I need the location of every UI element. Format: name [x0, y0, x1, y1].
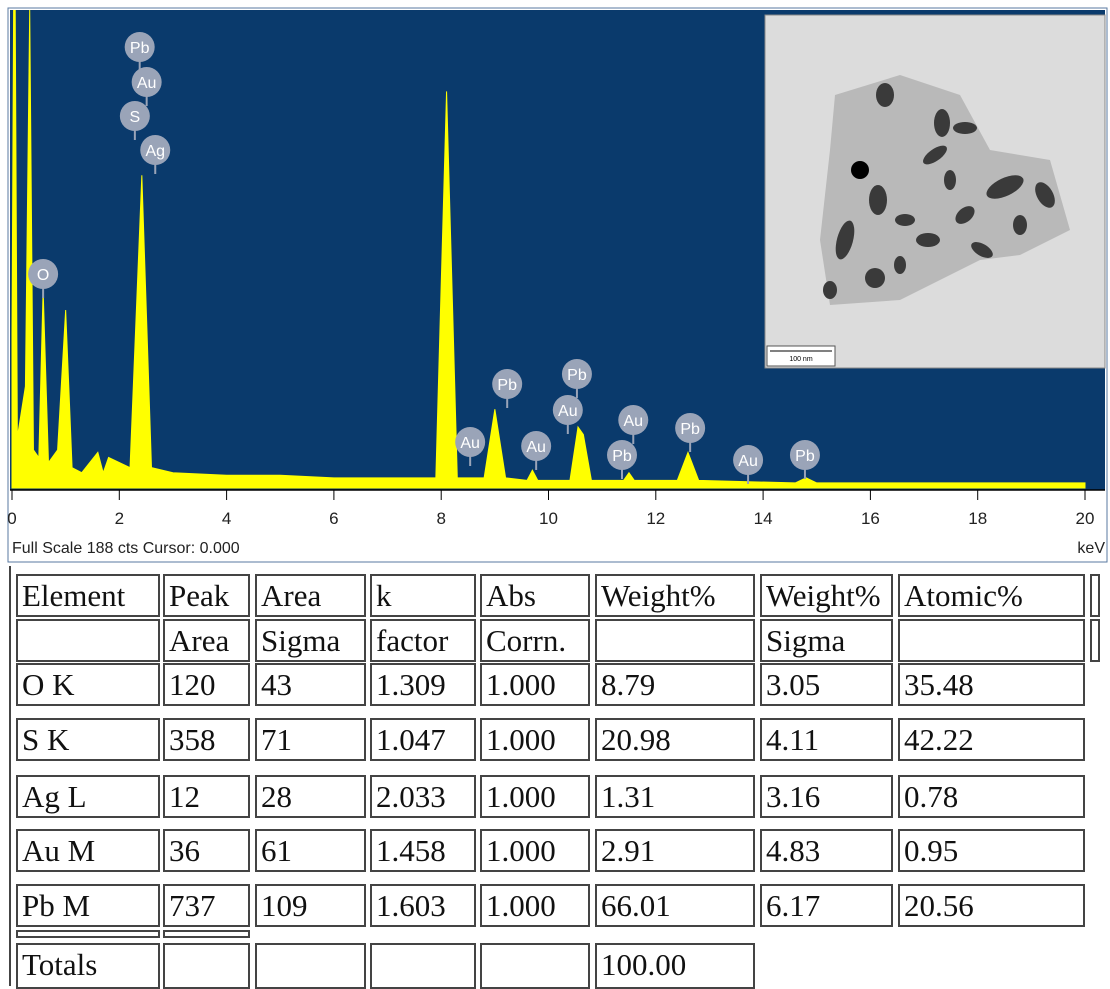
table-cell: 3.16 [760, 775, 893, 818]
table-cell: 66.01 [595, 884, 755, 927]
table-cell: 3.05 [760, 663, 893, 706]
table-cell: Pb M [16, 884, 160, 927]
table-cell: 0.78 [898, 775, 1085, 818]
table-cell [16, 619, 160, 662]
table-cell: 1.309 [370, 663, 476, 706]
table-cell: Sigma [255, 619, 366, 662]
table-cell: 42.22 [898, 718, 1085, 761]
table-cell: 4.83 [760, 829, 893, 872]
table-cell: 1.047 [370, 718, 476, 761]
table-cell: k [370, 574, 476, 617]
table-cell: 1.000 [480, 775, 590, 818]
table-cell: 1.000 [480, 829, 590, 872]
table-cell: 1.000 [480, 718, 590, 761]
quant-table: ElementPeakAreakAbsWeight%Weight%Atomic%… [0, 0, 1110, 986]
table-cell [898, 619, 1085, 662]
table-cell [595, 619, 755, 662]
table-cell: 36 [163, 829, 250, 872]
table-cell [163, 943, 250, 989]
table-cell: Corrn. [480, 619, 590, 662]
table-cell: Abs [480, 574, 590, 617]
page: {"chart_data": { "type": "area", "x": [0… [0, 0, 1110, 986]
table-cell: Weight% [595, 574, 755, 617]
table-cell: 109 [255, 884, 366, 927]
table-cell: 1.000 [480, 884, 590, 927]
table-cell: Area [163, 619, 250, 662]
table-cell [255, 943, 366, 989]
table-cell: Weight% [760, 574, 893, 617]
table-cell: 358 [163, 718, 250, 761]
table-cell: 2.033 [370, 775, 476, 818]
table-cell: 4.11 [760, 718, 893, 761]
table-cell: Sigma [760, 619, 893, 662]
table-cell: factor [370, 619, 476, 662]
table-cell: 100.00 [595, 943, 755, 989]
table-cell: O K [16, 663, 160, 706]
table-cell: 0.95 [898, 829, 1085, 872]
table-cell [1090, 619, 1100, 662]
table-cell [370, 943, 476, 989]
table-cell: 35.48 [898, 663, 1085, 706]
table-cell: 120 [163, 663, 250, 706]
table-cell: Au M [16, 829, 160, 872]
table-cell: 1.603 [370, 884, 476, 927]
table-cell: Peak [163, 574, 250, 617]
table-cell: 1.000 [480, 663, 590, 706]
table-cell: Totals [16, 943, 160, 989]
table-cell: 71 [255, 718, 366, 761]
table-cell: 2.91 [595, 829, 755, 872]
table-cell: 1.31 [595, 775, 755, 818]
table-cell [1090, 574, 1100, 617]
table-cell: Element [16, 574, 160, 617]
table-cell: 12 [163, 775, 250, 818]
table-cell [16, 930, 160, 938]
table-cell: 1.458 [370, 829, 476, 872]
table-cell [163, 930, 250, 938]
table-cell: 28 [255, 775, 366, 818]
table-cell: Area [255, 574, 366, 617]
table-frame [9, 566, 11, 986]
table-cell: 43 [255, 663, 366, 706]
table-cell: Atomic% [898, 574, 1085, 617]
table-cell: 61 [255, 829, 366, 872]
table-cell: 6.17 [760, 884, 893, 927]
table-cell [480, 943, 590, 989]
table-cell: 20.98 [595, 718, 755, 761]
table-cell: S K [16, 718, 160, 761]
table-cell: 20.56 [898, 884, 1085, 927]
table-cell: 737 [163, 884, 250, 927]
table-cell: Ag L [16, 775, 160, 818]
table-cell: 8.79 [595, 663, 755, 706]
